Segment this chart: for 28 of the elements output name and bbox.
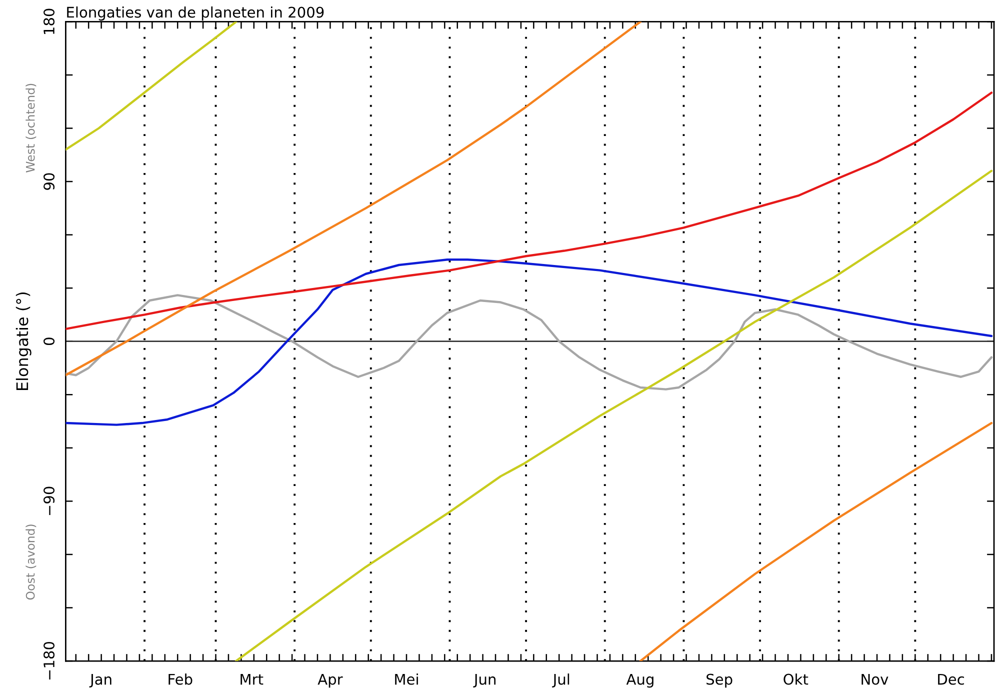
y-tick-label: 90: [44, 173, 55, 190]
chart-title: Elongaties van de planeten in 2009: [67, 6, 324, 21]
x-tick-label: Jun: [473, 674, 496, 688]
x-tick-label: Feb: [168, 674, 192, 685]
x-tick-label: Nov: [862, 674, 888, 685]
y-tick-label: −90: [44, 486, 55, 516]
line-series: [66, 294, 993, 390]
line-series: [66, 258, 993, 426]
text: West (ochtend): [26, 84, 36, 172]
line-series: [66, 92, 993, 330]
y-tick-label: −180: [44, 642, 55, 680]
x-tick-label: Sep: [706, 674, 732, 688]
y-tick-label: 180: [44, 8, 55, 34]
x-tick-label: Dec: [938, 674, 964, 685]
x-tick-label: Aug: [626, 674, 654, 688]
x-tick-label: Jan: [89, 674, 112, 688]
text: Oost (avond): [26, 524, 36, 600]
x-tick-label: Mei: [395, 674, 418, 685]
x-tick-label: Okt: [784, 674, 808, 685]
y-axis-title: Elongatie (°): [16, 292, 32, 390]
line-series: [234, 170, 993, 662]
x-tick-label: Apr: [318, 674, 343, 688]
line-series: [66, 22, 238, 151]
y-tick-label: 0: [44, 338, 55, 346]
x-tick-label: Jul: [552, 674, 570, 688]
x-tick-label: Mrt: [240, 674, 264, 685]
line-series: [66, 22, 642, 376]
line-series: [639, 422, 993, 662]
